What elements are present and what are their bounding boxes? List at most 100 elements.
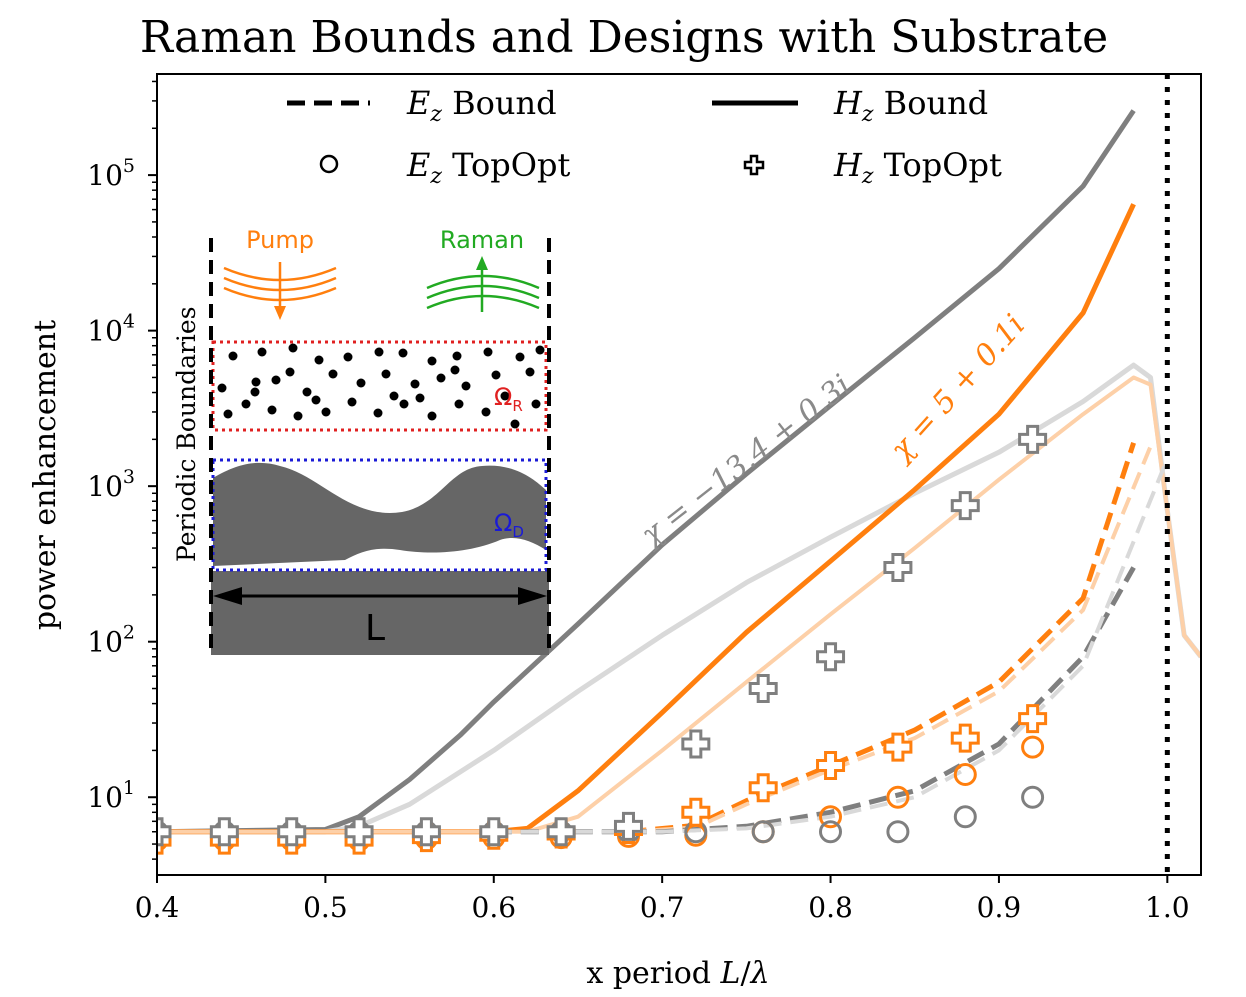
series-line-orange-dashed [628,442,1136,835]
marker-circle-gray [1021,785,1045,809]
inset-length-label: L [365,608,385,649]
series-line-gray-dashed [493,566,1136,835]
series-line-orange_light-dashed [628,445,1153,834]
marker-plus-gray [277,817,307,847]
marker-plus-orange [681,797,711,827]
legend: Ez Bound Hz Bound Ez TopOpt Hz TopOpt [287,84,1002,189]
x-tick-label: 0.4 [135,891,180,924]
marker-plus-gray [681,729,711,759]
molecule-dot [285,367,295,377]
inset-pump-arrowhead [274,306,286,320]
x-tick-label: 0.6 [472,891,517,924]
molecule-dot [427,411,437,421]
molecule-dot [228,351,238,361]
molecule-dot [500,391,510,401]
inset-raman-label: Raman [440,226,524,254]
molecule-dot [271,375,281,385]
legend-plus-swatch [743,154,765,176]
marker-plus-gray [816,642,846,672]
molecule-dot [374,347,384,357]
molecule-dot [450,365,460,375]
molecule-dot [373,408,383,418]
marker-plus-gray [883,552,913,582]
molecule-dot [491,370,501,380]
molecule-dot [241,399,251,409]
legend-ez-topopt: Ez TopOpt [406,146,570,189]
marker-circle-orange [953,763,977,786]
gray-chi-annotation: χ = −13.4 + 0.3i [633,368,858,554]
chart-title: Raman Bounds and Designs with Substrate [140,12,1108,63]
molecule-dot [356,378,366,388]
marker-plus-gray [748,674,778,704]
molecule-dot [481,407,491,417]
x-tick-label: 0.8 [808,891,853,924]
marker-circle-gray [751,820,775,844]
marker-plus-gray [209,817,239,847]
series-line-orange-solid [157,203,1136,835]
data-markers [157,424,1048,855]
molecule-dot [454,399,464,409]
legend-ez-bound: Ez Bound [406,84,557,127]
marker-plus-gray [157,817,172,847]
series-line-gray-solid [157,109,1136,835]
y-tick-label: 105 [87,155,135,192]
molecule-dot [531,399,541,409]
molecule-dot [410,379,420,389]
inset-substrate [211,571,549,655]
molecule-dot [250,387,260,397]
molecule-dot [461,381,471,391]
molecule-dot [535,345,545,355]
series-line-orange_light-solid [157,375,1201,834]
molecule-dot [328,369,338,379]
molecule-dot [217,383,227,393]
inset-molecules [217,343,545,429]
x-tick-label: 0.7 [640,891,685,924]
inset-pump-label: Pump [246,226,314,254]
molecule-dot [381,369,391,379]
series-line-gray_light-dashed [493,458,1170,834]
marker-circle-orange [1021,735,1045,759]
legend-hz-topopt: Hz TopOpt [833,146,1002,189]
molecule-dot [515,352,525,362]
molecule-dot [415,393,425,403]
inset-schematic: L Pump Raman Periodic Boundaries ΩR ΩD [172,226,551,655]
marker-plus-orange [1018,704,1048,734]
molecule-dot [223,409,233,419]
inset-raman-waves [426,268,540,312]
molecule-dot [343,352,353,362]
y-tick-label: 104 [87,311,135,348]
x-axis-label: x period L/λ [586,956,769,991]
marker-plus-gray [1018,424,1048,454]
inset-arrow-left-head [213,587,242,605]
molecule-dot [251,377,261,387]
y-tick-label: 101 [87,777,135,814]
inset-raman-arrowhead [476,256,488,270]
legend-circle-swatch [319,154,339,174]
molecule-dot [399,399,409,409]
inset-arrow-right-head [518,587,547,605]
molecule-dot [436,373,446,383]
molecule-dot [321,407,331,417]
molecule-dot [267,405,277,415]
molecule-dot [302,387,312,397]
x-tick-label: 1.0 [1145,891,1190,924]
molecule-dot [427,356,437,366]
marker-circle-orange [886,785,910,809]
molecule-dot [452,351,462,361]
molecule-dot [483,347,493,357]
marker-plus-gray [950,491,980,521]
inset-pump-waves [223,262,337,310]
molecule-dot [398,348,408,358]
molecule-dot [347,397,357,407]
y-axis-label: power enhancement [28,320,63,630]
data-lines [157,109,1201,835]
molecule-dot [293,411,303,421]
x-tick-label: 0.9 [977,891,1022,924]
inset-omega-d-label: ΩD [494,509,524,541]
molecule-dot [257,347,267,357]
marker-plus-orange [950,723,980,753]
inset-omega-r-label: ΩR [494,383,523,415]
molecule-dot [389,391,399,401]
legend-hz-bound: Hz Bound [833,84,988,127]
